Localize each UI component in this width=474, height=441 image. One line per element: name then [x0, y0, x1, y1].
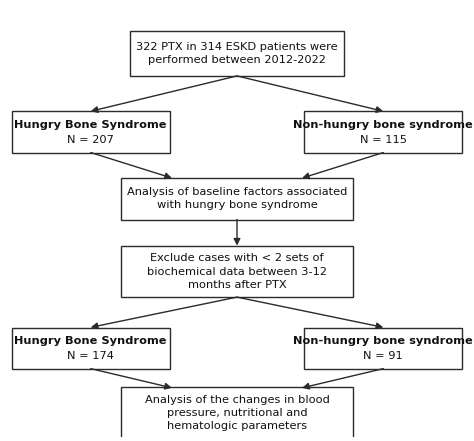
Text: Analysis of the changes in blood
pressure, nutritional and
hematologic parameter: Analysis of the changes in blood pressur…: [145, 395, 329, 431]
Text: 322 PTX in 314 ESKD patients were
performed between 2012-2022: 322 PTX in 314 ESKD patients were perfor…: [136, 42, 338, 65]
Text: N = 115: N = 115: [360, 135, 407, 145]
Text: Exclude cases with < 2 sets of
biochemical data between 3-12
months after PTX: Exclude cases with < 2 sets of biochemic…: [147, 254, 327, 290]
FancyBboxPatch shape: [121, 388, 353, 438]
FancyBboxPatch shape: [304, 328, 462, 369]
Text: Non-hungry bone syndrome: Non-hungry bone syndrome: [293, 120, 473, 130]
Text: N = 207: N = 207: [67, 135, 114, 145]
FancyBboxPatch shape: [130, 31, 344, 76]
Text: Non-hungry bone syndrome: Non-hungry bone syndrome: [293, 336, 473, 346]
Text: N = 174: N = 174: [67, 351, 114, 361]
FancyBboxPatch shape: [121, 178, 353, 220]
Text: N = 91: N = 91: [364, 351, 403, 361]
FancyBboxPatch shape: [12, 112, 170, 153]
Text: Hungry Bone Syndrome: Hungry Bone Syndrome: [14, 336, 167, 346]
Text: Hungry Bone Syndrome: Hungry Bone Syndrome: [14, 120, 167, 130]
Text: Analysis of baseline factors associated
with hungry bone syndrome: Analysis of baseline factors associated …: [127, 187, 347, 210]
FancyBboxPatch shape: [304, 112, 462, 153]
FancyBboxPatch shape: [121, 246, 353, 297]
FancyBboxPatch shape: [12, 328, 170, 369]
